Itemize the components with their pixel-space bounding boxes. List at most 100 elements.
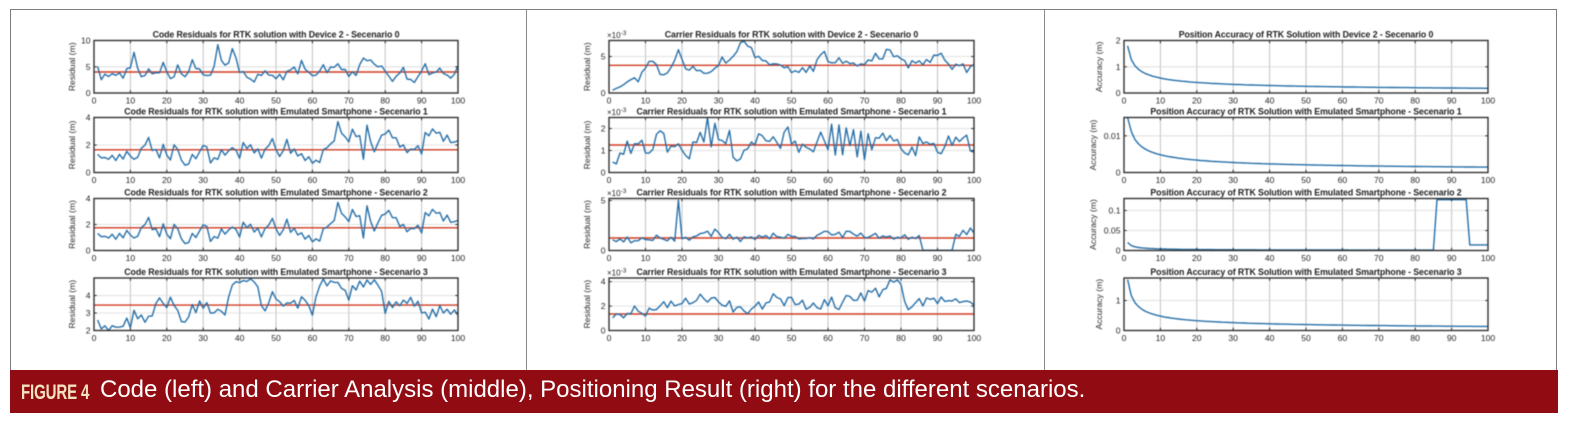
svg-text:90: 90: [1447, 333, 1457, 343]
svg-text:90: 90: [417, 253, 427, 263]
svg-text:50: 50: [1301, 253, 1311, 263]
svg-text:90: 90: [417, 333, 427, 343]
svg-text:100: 100: [451, 253, 466, 263]
svg-text:50: 50: [271, 175, 281, 185]
svg-text:0: 0: [607, 253, 612, 263]
svg-text:×10-3: ×10-3: [607, 107, 627, 117]
svg-text:Residual (m): Residual (m): [67, 42, 77, 91]
svg-text:0: 0: [607, 96, 612, 106]
svg-text:70: 70: [344, 253, 354, 263]
svg-text:1: 1: [1116, 62, 1121, 72]
svg-text:90: 90: [1447, 96, 1457, 106]
svg-text:10: 10: [126, 175, 136, 185]
svg-text:2: 2: [86, 326, 91, 336]
svg-text:0: 0: [601, 326, 606, 336]
svg-text:0.01: 0.01: [1104, 131, 1121, 141]
svg-text:70: 70: [1374, 175, 1384, 185]
svg-text:80: 80: [1410, 96, 1420, 106]
svg-text:70: 70: [1374, 96, 1384, 106]
svg-text:20: 20: [1192, 253, 1202, 263]
svg-text:2: 2: [601, 301, 606, 311]
svg-text:×10-3: ×10-3: [607, 30, 627, 40]
svg-text:40: 40: [1265, 96, 1275, 106]
svg-text:40: 40: [1265, 333, 1275, 343]
svg-text:Position Accuracy of RTK Solut: Position Accuracy of RTK Solution with E…: [1150, 188, 1461, 198]
svg-text:90: 90: [417, 175, 427, 185]
svg-text:70: 70: [860, 175, 870, 185]
svg-text:0: 0: [92, 175, 97, 185]
svg-text:Residual (m): Residual (m): [67, 121, 77, 170]
svg-text:Accuracy (m): Accuracy (m): [1094, 41, 1104, 92]
svg-text:0.05: 0.05: [1104, 226, 1121, 236]
svg-text:80: 80: [896, 175, 906, 185]
svg-text:90: 90: [933, 253, 943, 263]
svg-text:70: 70: [860, 96, 870, 106]
svg-text:80: 80: [380, 333, 390, 343]
svg-text:Residual (m): Residual (m): [582, 280, 592, 329]
svg-text:0: 0: [86, 88, 91, 98]
svg-text:0: 0: [86, 246, 91, 256]
svg-text:70: 70: [344, 96, 354, 106]
svg-text:4: 4: [86, 113, 91, 123]
svg-text:20: 20: [162, 253, 172, 263]
svg-text:80: 80: [1410, 333, 1420, 343]
svg-text:20: 20: [162, 333, 172, 343]
svg-text:100: 100: [1481, 96, 1496, 106]
svg-text:10: 10: [641, 333, 651, 343]
svg-text:20: 20: [162, 96, 172, 106]
svg-text:80: 80: [380, 96, 390, 106]
svg-text:80: 80: [896, 253, 906, 263]
svg-text:40: 40: [750, 175, 760, 185]
svg-text:Accuracy (m): Accuracy (m): [1094, 279, 1104, 330]
svg-text:0: 0: [1122, 333, 1127, 343]
svg-text:Residual (m): Residual (m): [582, 200, 592, 249]
svg-text:80: 80: [896, 96, 906, 106]
svg-text:0: 0: [1122, 96, 1127, 106]
svg-text:10: 10: [126, 96, 136, 106]
svg-text:40: 40: [235, 333, 245, 343]
svg-text:40: 40: [750, 253, 760, 263]
svg-text:Carrier Residuals for RTK solu: Carrier Residuals for RTK solution with …: [637, 188, 947, 198]
svg-text:2: 2: [601, 124, 606, 134]
svg-text:60: 60: [308, 253, 318, 263]
svg-text:Position Accuracy of RTK Solut: Position Accuracy of RTK Solution with E…: [1150, 107, 1461, 117]
svg-text:100: 100: [1481, 175, 1496, 185]
svg-text:Position Accuracy of RTK Solut: Position Accuracy of RTK Solution with D…: [1179, 30, 1434, 40]
svg-text:0: 0: [86, 168, 91, 178]
svg-text:30: 30: [198, 175, 208, 185]
svg-text:2: 2: [1116, 36, 1121, 46]
svg-text:40: 40: [235, 175, 245, 185]
svg-text:Residual (m): Residual (m): [67, 280, 77, 329]
svg-text:100: 100: [967, 175, 982, 185]
svg-text:40: 40: [235, 253, 245, 263]
svg-text:5: 5: [86, 62, 91, 72]
svg-text:70: 70: [344, 333, 354, 343]
svg-text:0: 0: [92, 253, 97, 263]
svg-text:4: 4: [86, 291, 91, 301]
svg-text:0: 0: [1116, 88, 1121, 98]
svg-text:60: 60: [823, 333, 833, 343]
svg-text:20: 20: [677, 175, 687, 185]
svg-text:90: 90: [1447, 253, 1457, 263]
svg-text:×10-3: ×10-3: [607, 268, 627, 278]
svg-text:Position Accuracy of RTK Solut: Position Accuracy of RTK Solution with E…: [1150, 267, 1461, 277]
svg-text:30: 30: [1228, 96, 1238, 106]
svg-text:30: 30: [714, 96, 724, 106]
svg-text:Carrier Residuals for RTK solu: Carrier Residuals for RTK solution with …: [665, 30, 919, 40]
svg-text:50: 50: [271, 96, 281, 106]
svg-text:80: 80: [380, 175, 390, 185]
svg-text:80: 80: [1410, 253, 1420, 263]
svg-text:1: 1: [601, 146, 606, 156]
svg-text:4: 4: [601, 277, 606, 287]
svg-text:60: 60: [1338, 253, 1348, 263]
svg-text:10: 10: [126, 253, 136, 263]
svg-text:60: 60: [823, 96, 833, 106]
svg-text:3: 3: [86, 308, 91, 318]
svg-text:1: 1: [1116, 296, 1121, 306]
svg-text:30: 30: [1228, 175, 1238, 185]
svg-text:10: 10: [641, 253, 651, 263]
svg-text:0: 0: [1122, 253, 1127, 263]
svg-text:20: 20: [677, 253, 687, 263]
svg-text:Residual (m): Residual (m): [67, 200, 77, 249]
svg-text:Accuracy (m): Accuracy (m): [1088, 199, 1098, 250]
